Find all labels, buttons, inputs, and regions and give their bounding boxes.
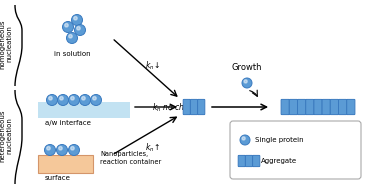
Circle shape <box>82 96 85 100</box>
FancyBboxPatch shape <box>38 102 130 118</box>
Text: heterogeneous
nucleation: heterogeneous nucleation <box>0 110 12 162</box>
FancyBboxPatch shape <box>322 99 330 115</box>
FancyBboxPatch shape <box>298 99 306 115</box>
Circle shape <box>68 94 79 105</box>
Text: $k_n$↑: $k_n$↑ <box>145 142 160 154</box>
Circle shape <box>240 135 250 145</box>
Circle shape <box>63 22 74 33</box>
FancyBboxPatch shape <box>183 99 190 115</box>
Circle shape <box>65 23 68 27</box>
Text: homogeneous
nucleation: homogeneous nucleation <box>0 19 12 69</box>
FancyBboxPatch shape <box>347 99 355 115</box>
Circle shape <box>56 145 67 156</box>
Circle shape <box>60 96 63 100</box>
Circle shape <box>67 33 78 43</box>
FancyBboxPatch shape <box>339 99 347 115</box>
FancyBboxPatch shape <box>190 99 198 115</box>
Text: surface: surface <box>45 175 71 181</box>
Circle shape <box>49 96 52 100</box>
Circle shape <box>45 145 56 156</box>
FancyBboxPatch shape <box>198 99 205 115</box>
FancyBboxPatch shape <box>289 99 298 115</box>
Text: Aggregate: Aggregate <box>261 158 297 164</box>
Circle shape <box>71 15 82 26</box>
Circle shape <box>242 78 252 88</box>
Circle shape <box>57 94 68 105</box>
FancyBboxPatch shape <box>314 99 322 115</box>
Circle shape <box>74 16 77 20</box>
Circle shape <box>68 145 79 156</box>
Circle shape <box>244 80 247 83</box>
Circle shape <box>242 137 245 140</box>
FancyBboxPatch shape <box>245 155 253 167</box>
Circle shape <box>75 25 86 36</box>
FancyBboxPatch shape <box>253 155 260 167</box>
Circle shape <box>71 96 74 100</box>
FancyBboxPatch shape <box>238 155 245 167</box>
FancyBboxPatch shape <box>38 155 93 173</box>
Circle shape <box>90 94 101 105</box>
FancyBboxPatch shape <box>281 99 289 115</box>
Circle shape <box>71 146 74 150</box>
Text: Growth: Growth <box>232 63 262 72</box>
Circle shape <box>46 94 57 105</box>
Circle shape <box>69 34 72 38</box>
Circle shape <box>93 96 96 100</box>
Text: $k_n$↓: $k_n$↓ <box>145 60 160 72</box>
Text: $k_n$ no change: $k_n$ no change <box>152 101 204 114</box>
Text: in solution: in solution <box>54 51 90 57</box>
Text: Single protein: Single protein <box>255 137 304 143</box>
Text: a/w interface: a/w interface <box>45 120 91 126</box>
FancyBboxPatch shape <box>230 121 361 179</box>
FancyBboxPatch shape <box>306 99 314 115</box>
Circle shape <box>59 146 62 150</box>
Circle shape <box>47 146 50 150</box>
Circle shape <box>79 94 90 105</box>
FancyBboxPatch shape <box>330 99 339 115</box>
Circle shape <box>77 26 80 30</box>
Text: Nanoparticles,
reaction container: Nanoparticles, reaction container <box>100 151 161 165</box>
